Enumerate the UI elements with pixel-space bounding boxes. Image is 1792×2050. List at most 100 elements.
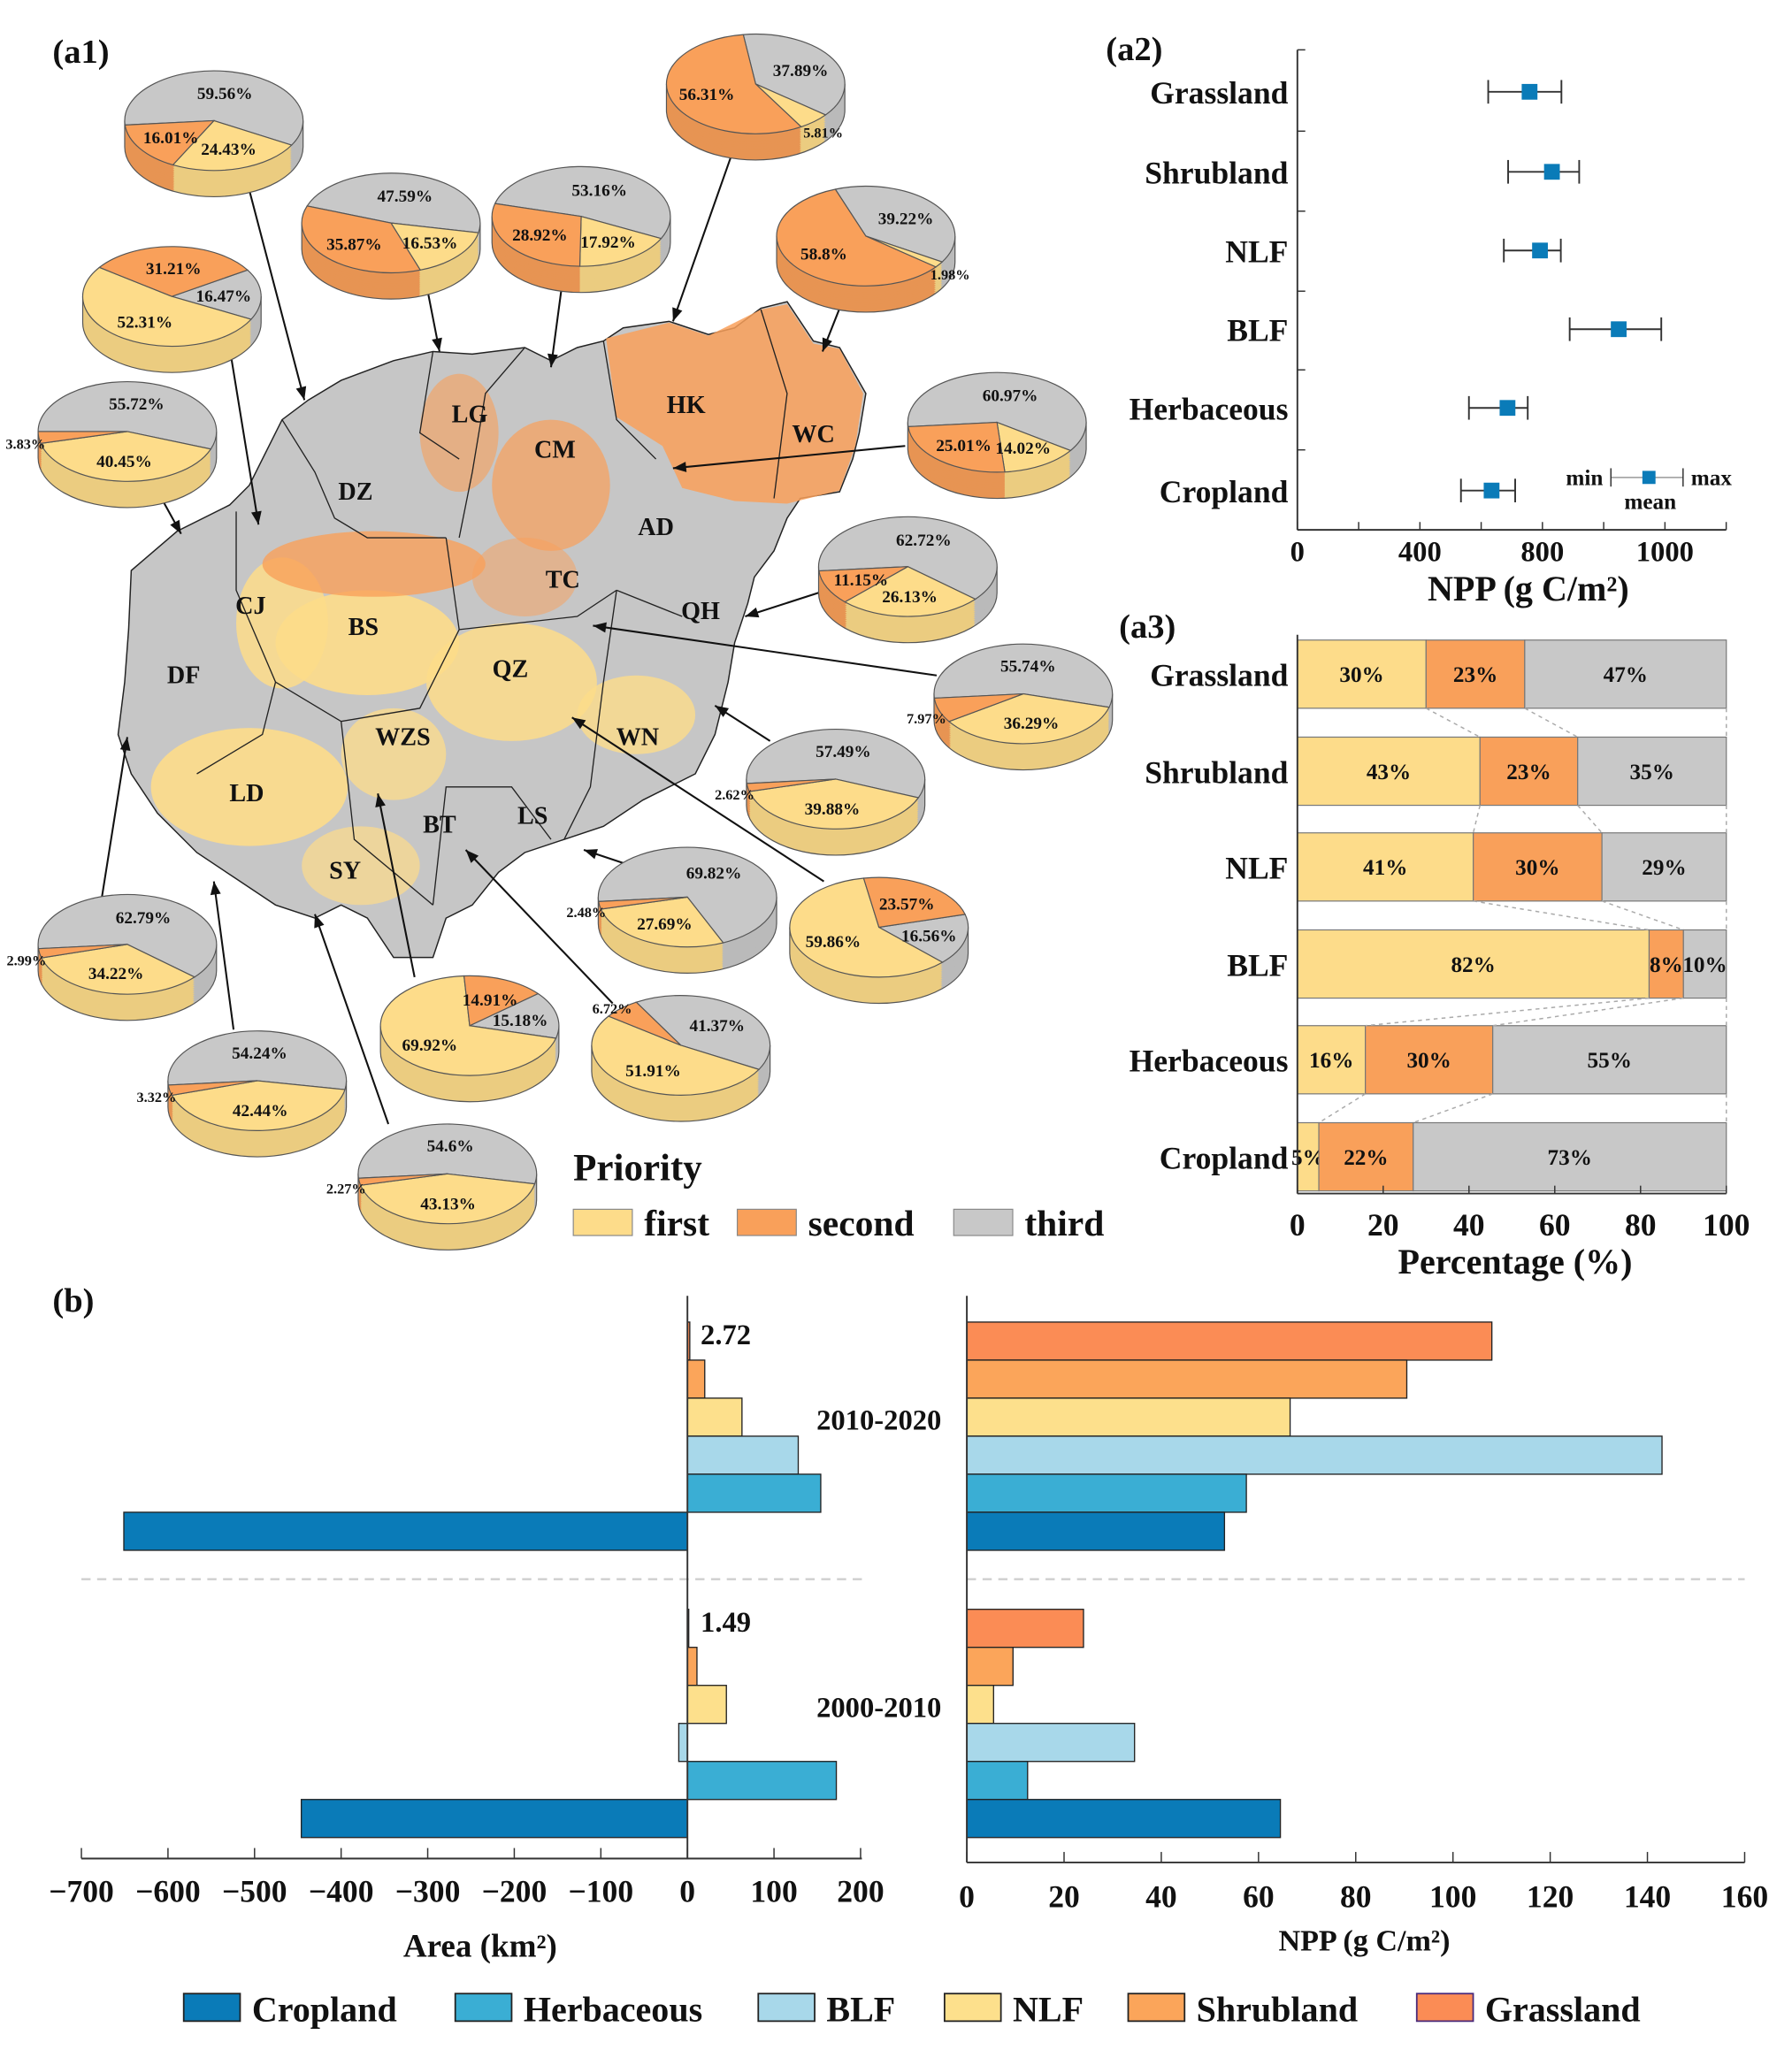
area-tick-label: 100 [750, 1873, 797, 1908]
region-label-df: DF [167, 662, 201, 690]
arrowhead-icon [593, 622, 607, 633]
pie-label-second: 56.31% [679, 86, 735, 104]
pie-chart: 62.72% 26.13%11.15% [745, 516, 998, 644]
region-boundary [760, 309, 788, 499]
mean-marker [1499, 400, 1516, 417]
bar-value-label: 22% [1344, 1146, 1388, 1170]
category-label: BLF [1227, 313, 1288, 348]
region-label-ls: LS [517, 802, 548, 830]
pie-slice-third [635, 995, 771, 1070]
panel-label-a2: (a2) [1106, 31, 1162, 68]
pie-chart: 57.49% 39.88% 2.62% [714, 705, 926, 856]
legend-swatch-first [572, 1208, 633, 1236]
x-tick-label: 400 [1398, 537, 1442, 569]
pie-chart: 55.72% 40.45% 3.83% [5, 380, 218, 535]
region-label-hk: HK [667, 392, 706, 419]
area-bar-cropland [123, 1511, 688, 1551]
pie-slice-second [862, 876, 966, 929]
mean-marker [1532, 242, 1548, 259]
area-axis-title: Area (km²) [403, 1929, 557, 1965]
area-bar-herbaceous [686, 1473, 822, 1513]
pie-slice-third [834, 186, 956, 263]
legend-label-herbaceous: Herbaceous [524, 1989, 702, 2029]
region-label-wzs: WZS [375, 723, 431, 751]
npp-bar-shrubland [966, 1359, 1408, 1399]
region-boundary [432, 786, 552, 906]
category-label: Cropland [1160, 1140, 1289, 1175]
npp-bar-shrubland [966, 1647, 1014, 1687]
pie-slice-second [598, 896, 688, 910]
arrowhead-icon [715, 705, 730, 717]
area-tick-label: −500 [222, 1873, 287, 1908]
pie-label-second: 28.92% [512, 226, 568, 245]
x-axis-title: Percentage (%) [1398, 1242, 1633, 1281]
pie-chart: 60.97% 14.02%25.01% [672, 371, 1087, 500]
bar-segment-first [1297, 736, 1481, 807]
npp-tick-label: 60 [1243, 1878, 1275, 1914]
category-label: BLF [1227, 947, 1288, 983]
pie-label-second: 2.62% [715, 786, 754, 803]
pie-side-outline [37, 431, 218, 509]
mean-marker [1543, 164, 1560, 180]
bar-segment-first [1297, 929, 1650, 999]
pie-slice-third [37, 380, 218, 450]
pie-slice-second [491, 203, 582, 267]
category-label: Herbaceous [1130, 392, 1289, 427]
legend-label-first: first [644, 1203, 709, 1243]
legend-max: max [1691, 467, 1733, 491]
legend-min: min [1566, 467, 1603, 491]
pointer-line [314, 914, 390, 1125]
arrowhead-icon [432, 337, 442, 352]
land-priority-patch [577, 675, 696, 754]
pie-label-first: 40.45% [96, 453, 152, 471]
npp-bar-herbaceous [966, 1761, 1029, 1801]
pie-side-outline [597, 897, 777, 975]
pointer-line [228, 347, 260, 525]
pie-slice-second [607, 1001, 682, 1046]
land-priority-patch [606, 304, 863, 504]
bar-segment-third [1577, 736, 1727, 807]
land-priority-patch [426, 623, 597, 741]
arrowhead-icon [548, 353, 558, 368]
pie-chart: 41.37% 51.91% 6.72% [464, 849, 771, 1122]
region-boundary [341, 721, 433, 906]
arrowhead-icon [571, 717, 586, 730]
pie-label-third: 15.18% [493, 1012, 548, 1030]
pie-slice-first [591, 1015, 761, 1096]
x-tick-label: 100 [1703, 1207, 1750, 1243]
pie-label-third: 39.22% [878, 210, 934, 229]
area-tick-label: 0 [679, 1873, 695, 1908]
arrowhead-icon [672, 307, 683, 322]
region-label-wn: WN [616, 723, 660, 751]
pie-slice-first [81, 266, 253, 348]
pie-label-third: 47.59% [378, 187, 433, 206]
land-priority-patch [341, 708, 447, 800]
area-tick-label: −600 [135, 1873, 201, 1908]
bar-segment-first [1297, 1121, 1320, 1192]
pie-slice-third [170, 269, 262, 320]
pie-slice-first [600, 896, 724, 948]
npp-bar-blf [966, 1723, 1136, 1763]
pointer-line [212, 881, 235, 1030]
region-label-bs: BS [348, 614, 379, 641]
pie-side-outline [591, 1044, 771, 1122]
pie-chart: 54.6% 43.13% 2.27% [314, 914, 538, 1251]
category-label: Grassland [1150, 658, 1288, 693]
npp-tick-label: 120 [1527, 1878, 1574, 1914]
pie-slice-first [947, 692, 1110, 745]
region-label-ad: AD [638, 514, 674, 541]
pie-slice-first [389, 222, 479, 272]
bar-value-label: 30% [1406, 1049, 1451, 1073]
connector-line [1318, 1093, 1367, 1124]
pie-label-second: 11.15% [834, 571, 889, 590]
x-tick-label: 0 [1290, 1207, 1306, 1243]
pie-slice-third [357, 1123, 538, 1185]
pie-label-second: 31.21% [146, 260, 202, 279]
pie-label-first: 39.88% [805, 800, 861, 819]
bar-segment-first [1297, 832, 1474, 902]
bar-value-label: 82% [1451, 953, 1495, 977]
pie-slice-third [877, 914, 969, 963]
pie-label-first: 14.02% [995, 440, 1051, 458]
pie-label-first: 1.98% [930, 266, 970, 283]
